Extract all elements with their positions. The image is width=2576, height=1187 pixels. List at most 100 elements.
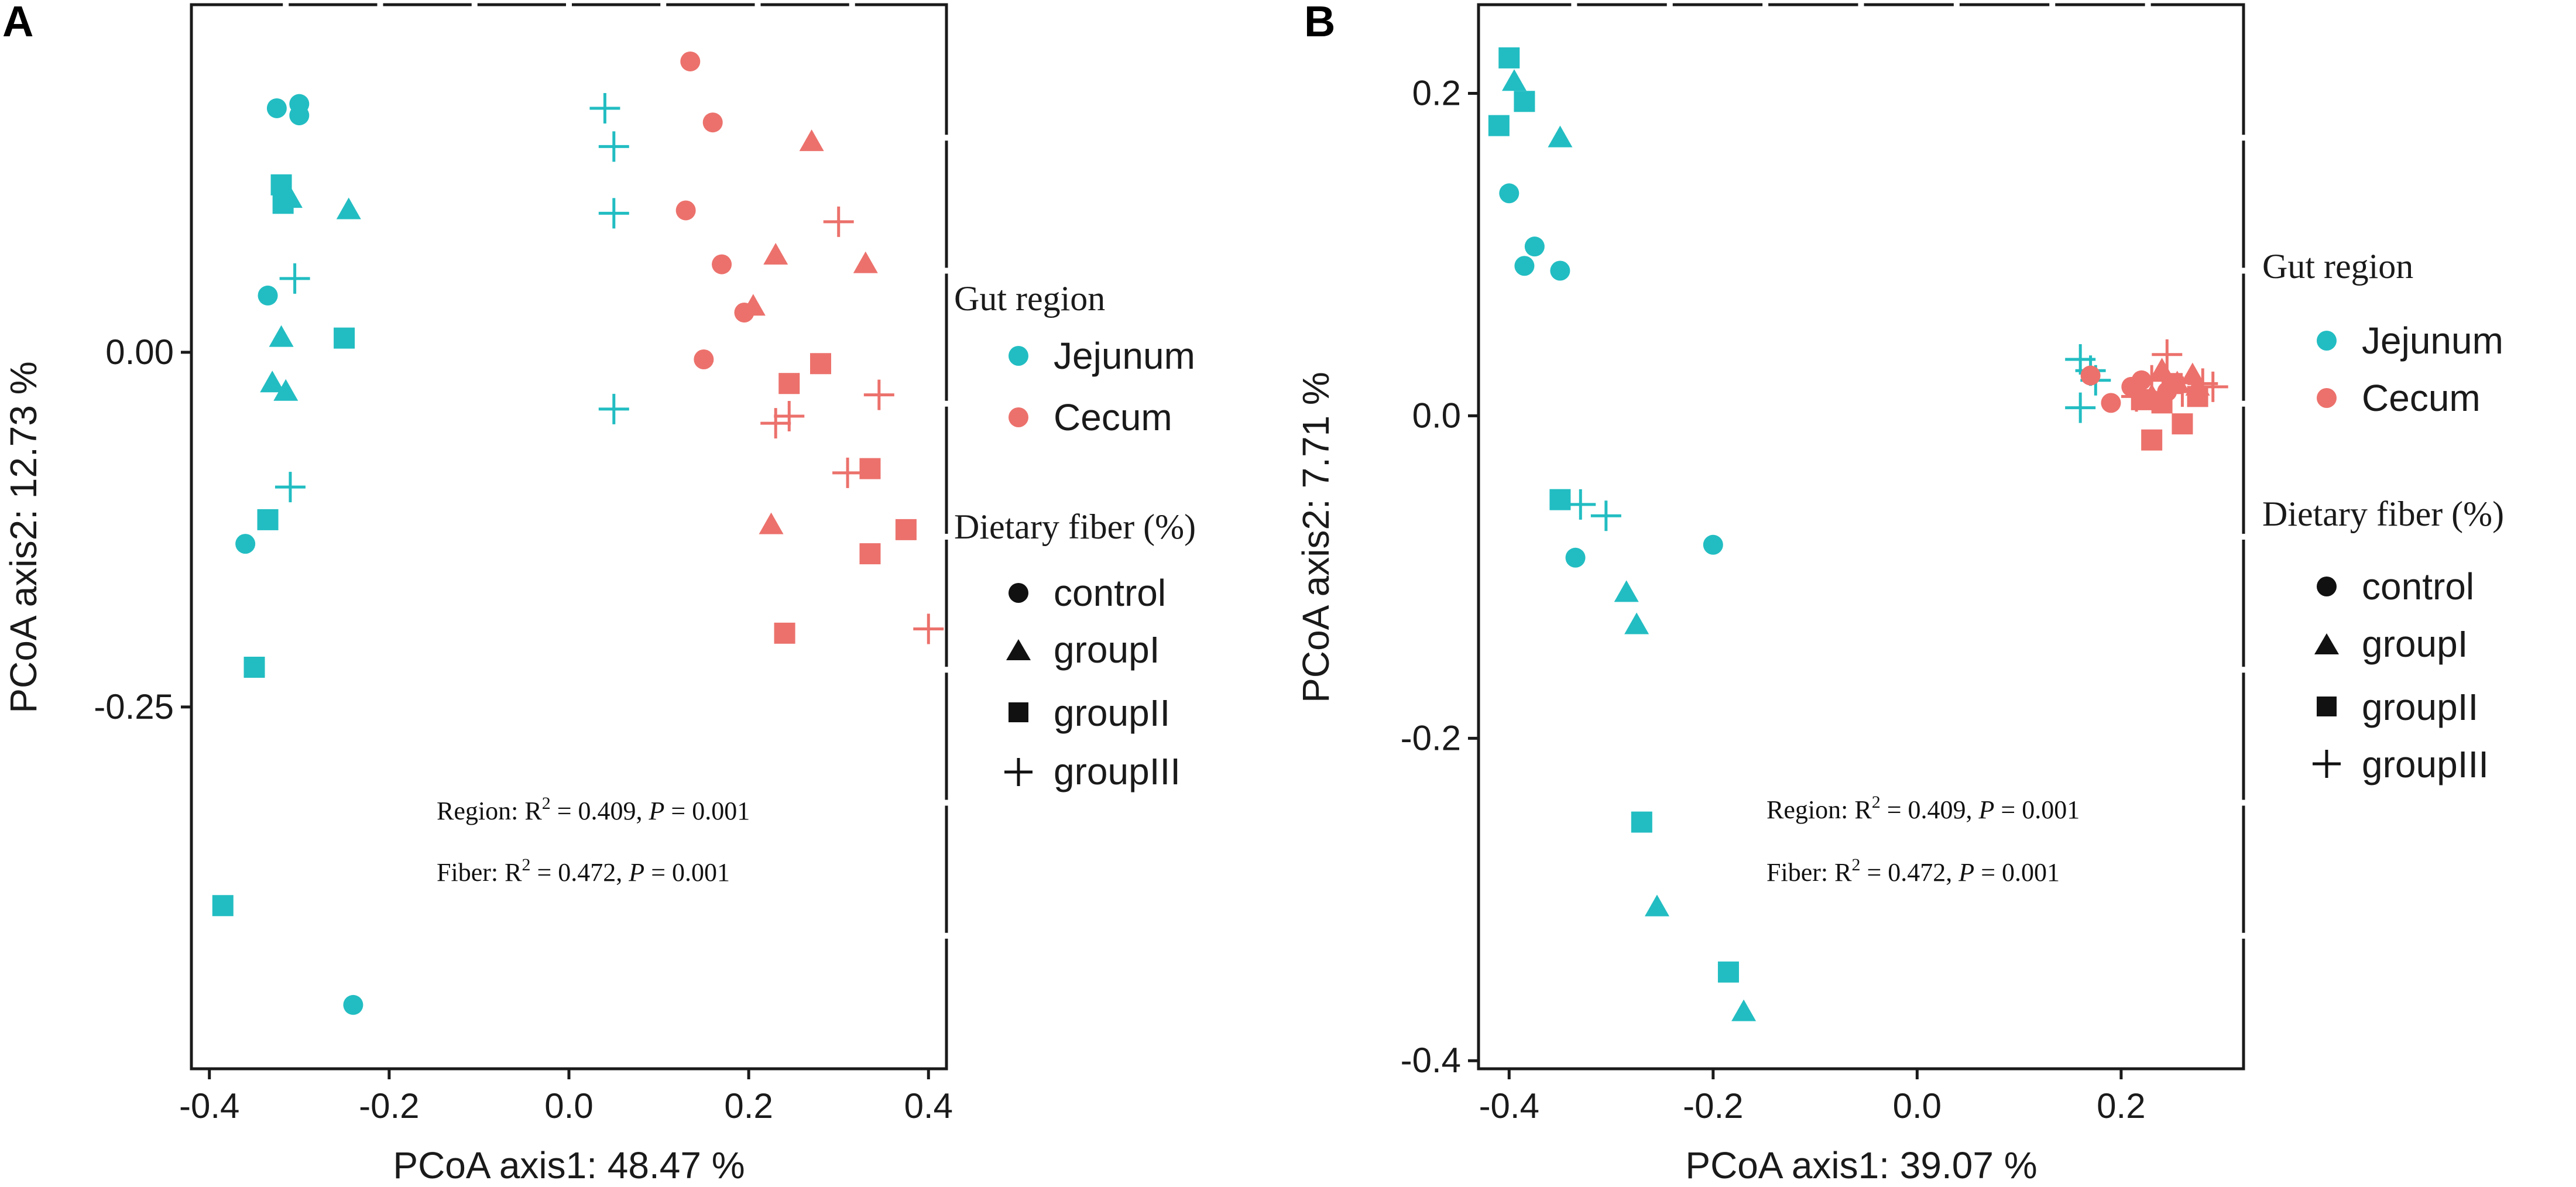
legend-jejunum-label: Jejunum bbox=[1054, 335, 1195, 377]
legend-groupII-label: groupII bbox=[1054, 692, 1170, 734]
point-cecum-groupII bbox=[778, 373, 800, 394]
legend-groupII-marker bbox=[1009, 702, 1028, 722]
point-jejunum-groupII bbox=[243, 657, 265, 678]
legend-region-title: Gut region bbox=[954, 279, 1105, 318]
point-cecum-groupIII bbox=[832, 457, 863, 488]
point-jejunum-groupI bbox=[336, 197, 361, 219]
point-jejunum-control bbox=[1565, 547, 1586, 568]
point-jejunum-groupIII bbox=[2065, 392, 2096, 423]
point-jejunum-control bbox=[289, 105, 310, 126]
legend-groupII-label: groupII bbox=[2362, 686, 2478, 728]
point-jejunum-groupIII bbox=[279, 263, 310, 294]
point-cecum-groupIII bbox=[913, 613, 944, 644]
point-jejunum-groupII bbox=[1514, 91, 1535, 112]
legend-groupI-marker bbox=[2314, 633, 2339, 654]
point-jejunum-groupI bbox=[269, 325, 294, 347]
point-cecum-groupII bbox=[2141, 429, 2163, 451]
point-cecum-control bbox=[675, 200, 696, 221]
point-cecum-groupIII bbox=[2136, 365, 2167, 396]
point-cecum-groupIII bbox=[2197, 371, 2228, 402]
panel-b-fiber-stat: Fiber: R2 = 0.472, P = 0.001 bbox=[1767, 855, 2060, 887]
point-cecum-groupI bbox=[799, 129, 824, 152]
panel-a-y-axis-label: PCoA axis2: 12.73 % bbox=[2, 361, 44, 713]
legend-groupIII-label: groupIII bbox=[2362, 743, 2489, 785]
x-tick-label: 0.2 bbox=[724, 1086, 773, 1126]
legend-jejunum-swatch bbox=[1009, 346, 1028, 366]
panel-b-plot-frame bbox=[1477, 3, 2245, 1071]
y-tick-label: 0.0 bbox=[1412, 396, 1461, 435]
point-cecum-groupIII bbox=[2121, 381, 2152, 412]
point-cecum-groupII bbox=[859, 543, 881, 565]
point-cecum-groupII bbox=[895, 519, 917, 540]
point-cecum-groupI bbox=[740, 294, 766, 316]
point-jejunum-groupIII bbox=[598, 393, 629, 424]
point-cecum-groupII bbox=[2151, 392, 2173, 414]
panel-b-y-axis-label: PCoA axis2: 7.71 % bbox=[1295, 372, 1337, 703]
point-jejunum-control bbox=[1524, 236, 1545, 257]
point-cecum-groupIII bbox=[2152, 339, 2183, 370]
point-jejunum-groupI bbox=[1644, 894, 1669, 917]
panel-a-fiber-stat: Fiber: R2 = 0.472, P = 0.001 bbox=[437, 855, 730, 887]
legend-groupI-label: groupI bbox=[2362, 623, 2468, 665]
point-jejunum-groupIII bbox=[589, 92, 620, 123]
x-tick-label: -0.2 bbox=[359, 1086, 419, 1126]
point-cecum-groupI bbox=[2180, 362, 2205, 385]
panel-b-points bbox=[1488, 47, 2228, 1021]
point-cecum-control bbox=[702, 112, 723, 133]
x-tick-label: -0.4 bbox=[179, 1086, 239, 1126]
y-tick-label: 0.00 bbox=[105, 332, 174, 372]
point-jejunum-control bbox=[343, 994, 363, 1015]
legend-fiber-title: Dietary fiber (%) bbox=[954, 507, 1196, 546]
panel-b-label: B bbox=[1304, 0, 1335, 46]
point-jejunum-groupII bbox=[270, 174, 292, 195]
point-cecum-control bbox=[680, 51, 701, 71]
legend-cecum-swatch bbox=[2317, 388, 2337, 408]
panel-a-legend: Gut region Jejunum Cecum Dietary fiber (… bbox=[954, 279, 1196, 793]
legend-groupI-marker bbox=[1006, 639, 1031, 660]
point-jejunum-control bbox=[1499, 183, 1519, 204]
point-jejunum-groupII bbox=[1549, 489, 1571, 510]
point-jejunum-groupII bbox=[1631, 811, 1652, 833]
point-jejunum-groupIII bbox=[598, 131, 629, 162]
point-jejunum-groupII bbox=[272, 193, 294, 214]
panel-b-frame-ticks bbox=[1571, 1, 2247, 939]
point-jejunum-groupI bbox=[1731, 999, 1757, 1021]
point-jejunum-groupIII bbox=[1565, 489, 1596, 520]
panel-a-x-axis-label: PCoA axis1: 48.47 % bbox=[393, 1144, 745, 1186]
panel-a: A -0.4 -0.2 0.0 0.2 0.4 0.00 -0.25 PCoA axis1:… bbox=[2, 0, 1196, 1186]
legend-jejunum-label: Jejunum bbox=[2362, 320, 2503, 362]
x-tick-label: 0.0 bbox=[1893, 1086, 1942, 1126]
x-tick-label: 0.2 bbox=[2097, 1086, 2145, 1126]
panel-b-x-axis-label: PCoA axis1: 39.07 % bbox=[1685, 1144, 2037, 1186]
point-cecum-groupII bbox=[2187, 386, 2208, 407]
point-jejunum-groupII bbox=[334, 327, 355, 349]
point-cecum-groupII bbox=[2172, 413, 2193, 435]
panel-a-plot-frame bbox=[190, 3, 948, 1071]
legend-control-label: control bbox=[2362, 565, 2474, 608]
point-cecum-groupIII bbox=[2167, 376, 2198, 407]
panel-a-frame-ticks bbox=[283, 1, 950, 939]
y-tick-label: -0.2 bbox=[1401, 718, 1461, 757]
x-tick-label: -0.4 bbox=[1479, 1086, 1539, 1126]
legend-jejunum-swatch bbox=[2317, 331, 2337, 351]
point-cecum-control bbox=[2101, 393, 2121, 413]
point-jejunum-groupI bbox=[1624, 612, 1649, 634]
point-jejunum-control bbox=[1514, 256, 1535, 276]
legend-control-marker bbox=[1009, 583, 1028, 603]
point-jejunum-groupIII bbox=[275, 472, 306, 503]
x-tick-label: 0.4 bbox=[904, 1086, 953, 1126]
legend-control-marker bbox=[2317, 577, 2337, 596]
point-jejunum-groupI bbox=[1548, 125, 1573, 147]
point-jejunum-control bbox=[1703, 534, 1723, 555]
point-jejunum-groupI bbox=[1614, 580, 1639, 602]
panel-b-stats: Region: R2 = 0.409, P = 0.001 Fiber: R2 … bbox=[1767, 793, 2080, 887]
legend-cecum-swatch bbox=[1009, 407, 1028, 427]
point-cecum-groupI bbox=[763, 243, 788, 265]
point-jejunum-control bbox=[266, 98, 287, 118]
point-jejunum-groupII bbox=[257, 509, 279, 530]
legend-groupIII-label: groupIII bbox=[1054, 750, 1181, 793]
point-cecum-groupIII bbox=[774, 400, 805, 431]
point-jejunum-groupI bbox=[1501, 69, 1527, 91]
y-tick-label: -0.25 bbox=[94, 687, 174, 726]
